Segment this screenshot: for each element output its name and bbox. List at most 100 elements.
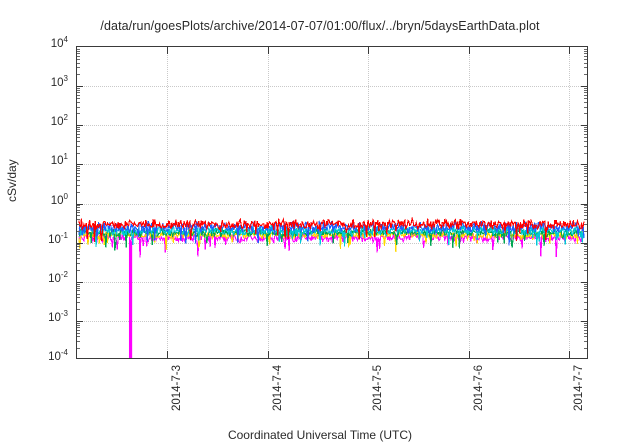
y-axis-tick [584, 74, 587, 76]
y-axis-tick [584, 97, 587, 99]
gridline-vertical [569, 47, 571, 358]
y-axis-tick [584, 258, 587, 260]
y-axis-tick [77, 248, 80, 250]
y-axis-tick [77, 205, 80, 207]
y-axis-tick [77, 152, 80, 154]
y-axis-tick [77, 290, 80, 292]
y-axis-tick [584, 152, 587, 154]
y-axis-tick [584, 67, 587, 69]
y-axis-tick [584, 254, 587, 256]
y-axis-tick [584, 285, 587, 287]
y-axis-tick [77, 219, 80, 221]
y-axis-tick [77, 254, 80, 256]
y-axis-tick [584, 207, 587, 209]
x-axis-tick-label: 2014-7-3 [171, 365, 183, 412]
y-axis-tick [77, 179, 80, 181]
y-axis-tick [77, 137, 80, 139]
y-axis-tick [581, 242, 587, 244]
gridline-vertical [368, 47, 370, 358]
y-axis-tick [77, 215, 80, 217]
y-axis-tick-label: 104 [50, 35, 68, 50]
y-axis-tick [77, 302, 80, 304]
y-axis-tick-label: 10-3 [48, 309, 68, 324]
y-axis-tick [584, 341, 587, 343]
y-axis-tick [581, 203, 587, 205]
x-axis-tick [167, 47, 168, 54]
y-axis-tick [584, 89, 587, 91]
y-axis-tick [584, 293, 587, 295]
y-axis-tick [584, 92, 587, 94]
y-axis-tick [77, 309, 80, 311]
y-axis-tick [584, 53, 587, 55]
y-axis-tick [584, 62, 587, 64]
gridline-horizontal [77, 242, 587, 244]
gridline-horizontal [77, 320, 587, 322]
data-series-channel-red [78, 216, 585, 243]
y-axis-tick-label: 10-1 [48, 230, 68, 246]
y-axis-tick [584, 283, 587, 285]
plot-area [76, 46, 588, 359]
y-axis-tick [77, 320, 83, 322]
x-axis-tick [569, 351, 571, 358]
y-axis-tick [77, 341, 80, 343]
y-axis-tick [584, 173, 587, 175]
y-axis-tick [77, 246, 80, 248]
y-axis-tick [584, 205, 587, 207]
y-axis-tick [584, 302, 587, 304]
y-axis-tick [77, 297, 80, 299]
y-axis-tick [77, 207, 80, 209]
y-axis-tick [77, 106, 80, 108]
x-axis-tick [468, 351, 470, 358]
y-axis-tick [77, 191, 80, 193]
y-axis-tick [77, 176, 80, 178]
y-axis-tick [584, 297, 587, 299]
y-axis-tick [77, 336, 80, 338]
y-axis-tick [77, 164, 83, 166]
y-axis-tick [584, 55, 587, 57]
y-axis-tick [584, 322, 587, 324]
y-axis-tick [584, 179, 587, 181]
y-axis-tick [77, 258, 80, 260]
y-axis-tick [584, 324, 587, 326]
y-axis-tick [77, 263, 80, 265]
y-axis-tick [584, 145, 587, 147]
y-axis-tick [77, 293, 80, 295]
y-axis-tick [584, 212, 587, 214]
y-axis-tick-label: 103 [50, 74, 68, 90]
y-axis-tick [77, 244, 80, 246]
gridline-vertical [468, 47, 470, 358]
y-axis-tick [584, 348, 587, 350]
y-axis-tick [77, 58, 80, 60]
y-axis-tick [584, 248, 587, 250]
y-axis-tick [584, 50, 587, 52]
y-axis-tick [581, 125, 587, 127]
y-axis-tick [77, 324, 80, 326]
y-axis-tick [77, 209, 80, 211]
y-axis-tick [77, 62, 80, 64]
y-axis-tick [77, 203, 83, 205]
y-axis-tick [77, 133, 80, 135]
y-axis-tick [584, 251, 587, 253]
y-axis-tick-label: 10-2 [48, 269, 68, 285]
x-axis-tick [167, 351, 168, 358]
y-axis-tick [77, 322, 80, 324]
x-axis-tick [267, 47, 269, 54]
y-axis-tick [77, 74, 80, 76]
x-axis-tick [468, 47, 470, 54]
y-axis-tick [584, 166, 587, 168]
y-axis-tick [77, 283, 80, 285]
y-axis-tick [584, 336, 587, 338]
page-title: /data/run/goesPlots/archive/2014-07-07/0… [100, 19, 540, 33]
y-axis-tick [77, 55, 80, 57]
y-axis-tick-label: 101 [50, 152, 68, 168]
y-axis-tick [77, 97, 80, 99]
y-axis-tick [584, 168, 587, 170]
y-axis-tick [584, 113, 587, 115]
y-axis-tick [584, 326, 587, 328]
y-axis-tick [77, 329, 80, 331]
y-axis-tick [584, 140, 587, 142]
x-axis-label: Coordinated Universal Time (UTC) [227, 428, 413, 442]
y-axis-tick-label: 10-4 [48, 348, 68, 363]
y-axis-tick [77, 129, 80, 131]
